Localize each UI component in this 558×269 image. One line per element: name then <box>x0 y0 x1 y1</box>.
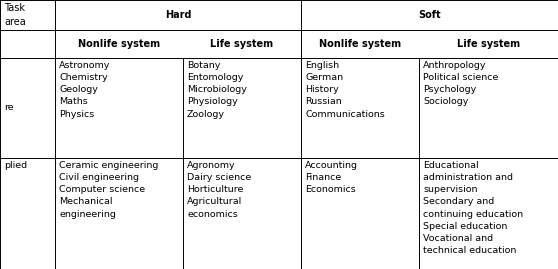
Text: Life system: Life system <box>457 39 520 49</box>
Text: Botany
Entomology
Microbiology
Physiology
Zoology: Botany Entomology Microbiology Physiolog… <box>187 61 247 119</box>
Text: plied: plied <box>4 161 27 170</box>
Text: Anthropology
Political science
Psychology
Sociology: Anthropology Political science Psycholog… <box>423 61 498 107</box>
Text: Soft: Soft <box>418 10 441 20</box>
Text: Life system: Life system <box>210 39 273 49</box>
Text: Task
area: Task area <box>4 3 26 27</box>
Text: Accounting
Finance
Economics: Accounting Finance Economics <box>305 161 358 194</box>
Text: Educational
administration and
supervision
Secondary and
continuing education
Sp: Educational administration and supervisi… <box>423 161 523 255</box>
Text: Agronomy
Dairy science
Horticulture
Agricultural
economics: Agronomy Dairy science Horticulture Agri… <box>187 161 251 219</box>
Text: English
German
History
Russian
Communications: English German History Russian Communica… <box>305 61 385 119</box>
Text: Hard: Hard <box>165 10 191 20</box>
Text: Nonlife system: Nonlife system <box>319 39 401 49</box>
Text: re: re <box>4 104 13 112</box>
Text: Astronomy
Chemistry
Geology
Maths
Physics: Astronomy Chemistry Geology Maths Physic… <box>59 61 110 119</box>
Text: Ceramic engineering
Civil engineering
Computer science
Mechanical
engineering: Ceramic engineering Civil engineering Co… <box>59 161 158 219</box>
Text: Nonlife system: Nonlife system <box>78 39 160 49</box>
